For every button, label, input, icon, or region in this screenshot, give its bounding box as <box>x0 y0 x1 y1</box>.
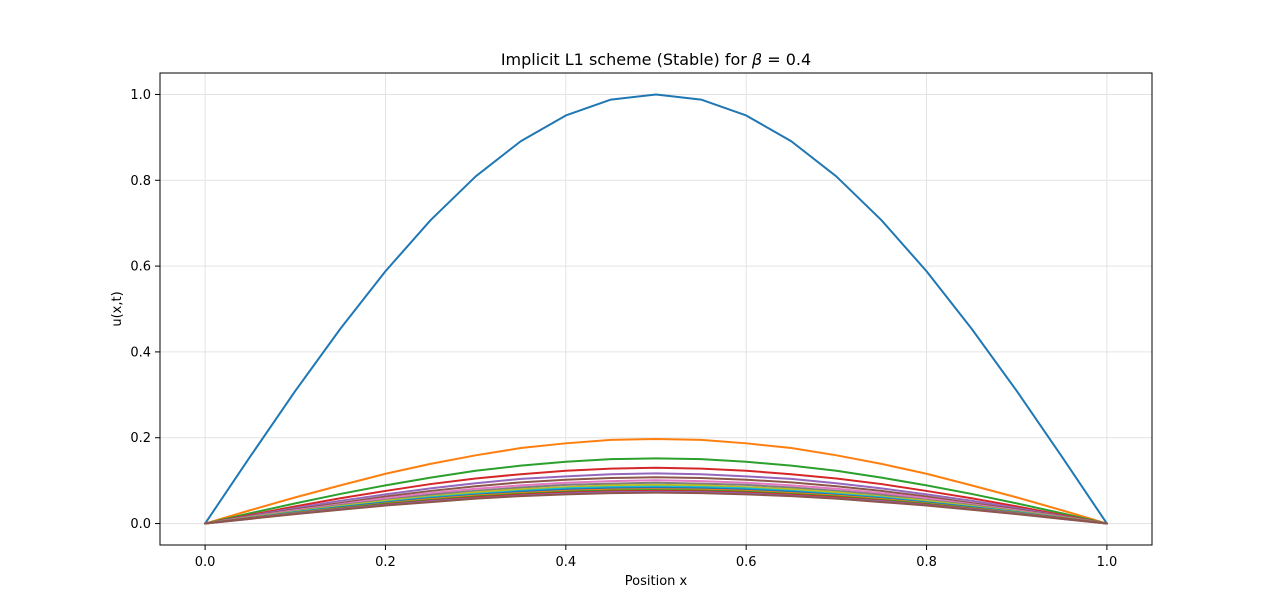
series-line-5 <box>204 472 1108 525</box>
series-line-4 <box>204 466 1108 525</box>
y-tick-label: 0.8 <box>130 174 151 189</box>
x-tick-label: 0.6 <box>736 555 757 570</box>
chart-title-beta: β <box>751 50 762 69</box>
series-line-2 <box>204 438 1108 525</box>
y-axis-label: u(x,t) <box>110 291 125 326</box>
y-tick-label: 0.2 <box>130 431 151 446</box>
x-axis-ticks: 0.0 0.2 0.4 0.6 0.8 1.0 <box>195 545 1118 570</box>
chart-title: Implicit L1 scheme (Stable) for β = 0.4 <box>501 50 811 69</box>
series-line-3 <box>204 457 1108 525</box>
x-axis-label: Position x <box>625 574 688 589</box>
series-line-6 <box>204 476 1108 525</box>
x-tick-label: 1.0 <box>1097 555 1118 570</box>
y-tick-label: 0.4 <box>130 345 151 360</box>
series-group <box>204 93 1108 525</box>
x-tick-label: 0.8 <box>916 555 937 570</box>
series-line-1 <box>204 93 1108 525</box>
series-line-16 <box>204 491 1108 525</box>
plot-frame <box>159 72 1153 546</box>
x-tick-label: 0.0 <box>195 555 216 570</box>
x-tick-label: 0.2 <box>375 555 396 570</box>
x-tick-label: 0.4 <box>555 555 576 570</box>
series-line-7 <box>204 479 1108 525</box>
y-axis-ticks: 0.0 0.2 0.4 0.6 0.8 1.0 <box>130 88 160 532</box>
y-tick-label: 0.0 <box>130 517 151 532</box>
chart-title-prefix: Implicit L1 scheme (Stable) for <box>501 50 752 69</box>
y-tick-label: 0.6 <box>130 260 151 275</box>
y-tick-label: 1.0 <box>130 88 151 103</box>
chart-title-suffix: = 0.4 <box>762 50 811 69</box>
grid <box>160 73 1152 545</box>
